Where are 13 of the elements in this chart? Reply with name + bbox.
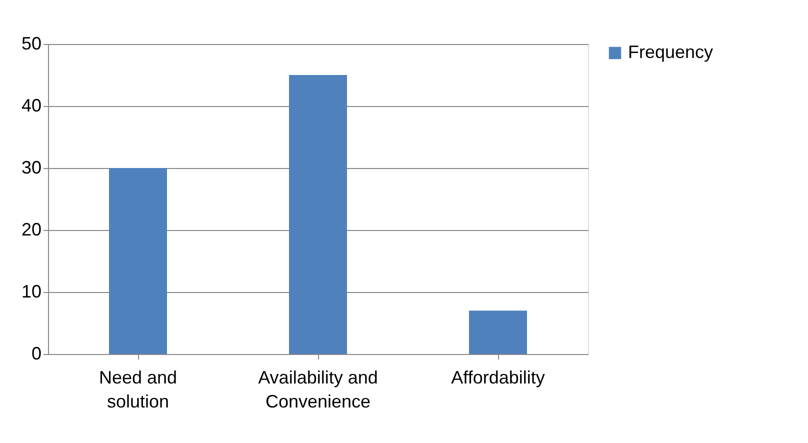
x-tick-label: Affordability bbox=[451, 368, 545, 388]
bar bbox=[289, 75, 347, 354]
y-tick-label: 20 bbox=[21, 220, 42, 240]
bar bbox=[469, 310, 527, 354]
bar bbox=[109, 168, 167, 354]
y-tick-label: 10 bbox=[21, 282, 42, 302]
legend-label: Frequency bbox=[628, 42, 714, 62]
y-tick-label: 50 bbox=[21, 34, 42, 54]
x-tick-label: Availability and Convenience bbox=[258, 368, 378, 412]
y-tick-label: 0 bbox=[31, 344, 42, 364]
x-tick-label: Need and solution bbox=[98, 368, 178, 412]
y-tick-label: 40 bbox=[21, 96, 42, 116]
y-tick-label: 30 bbox=[21, 158, 42, 178]
